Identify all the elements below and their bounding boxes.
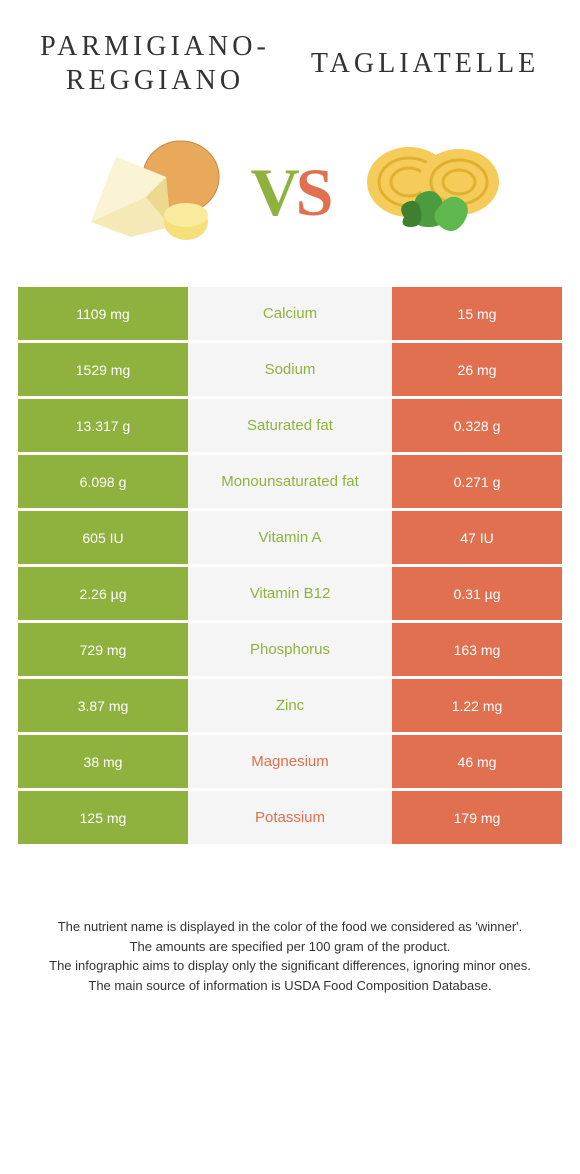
footnote-line: The amounts are specified per 100 gram o… [40, 937, 540, 957]
nutrient-label: Calcium [188, 287, 392, 340]
table-row: 1529 mgSodium26 mg [18, 343, 562, 399]
left-value: 1109 mg [18, 287, 188, 340]
right-value: 1.22 mg [392, 679, 562, 732]
right-value: 163 mg [392, 623, 562, 676]
left-food-title: Parmigiano-Reggiano [20, 30, 290, 97]
table-row: 6.098 gMonounsaturated fat0.271 g [18, 455, 562, 511]
footnote-line: The nutrient name is displayed in the co… [40, 917, 540, 937]
nutrient-label: Vitamin A [188, 511, 392, 564]
right-value: 0.271 g [392, 455, 562, 508]
left-value: 729 mg [18, 623, 188, 676]
vs-row: VS [0, 107, 580, 287]
footnote: The nutrient name is displayed in the co… [0, 847, 580, 1015]
left-value: 6.098 g [18, 455, 188, 508]
nutrient-label: Zinc [188, 679, 392, 732]
nutrient-label: Saturated fat [188, 399, 392, 452]
nutrient-label: Monounsaturated fat [188, 455, 392, 508]
left-value: 605 IU [18, 511, 188, 564]
table-row: 3.87 mgZinc1.22 mg [18, 679, 562, 735]
pasta-icon [349, 127, 509, 257]
table-row: 1109 mgCalcium15 mg [18, 287, 562, 343]
right-value: 46 mg [392, 735, 562, 788]
nutrient-label: Potassium [188, 791, 392, 844]
nutrient-label: Vitamin B12 [188, 567, 392, 620]
table-row: 125 mgPotassium179 mg [18, 791, 562, 847]
right-value: 47 IU [392, 511, 562, 564]
header: Parmigiano-Reggiano Tagliatelle [0, 0, 580, 107]
left-value: 2.26 µg [18, 567, 188, 620]
right-value: 0.328 g [392, 399, 562, 452]
right-value: 179 mg [392, 791, 562, 844]
vs-v: V [251, 154, 296, 230]
right-value: 26 mg [392, 343, 562, 396]
right-value: 15 mg [392, 287, 562, 340]
table-row: 13.317 gSaturated fat0.328 g [18, 399, 562, 455]
table-row: 729 mgPhosphorus163 mg [18, 623, 562, 679]
left-value: 38 mg [18, 735, 188, 788]
right-food-title: Tagliatelle [290, 47, 560, 81]
vs-label: VS [251, 153, 330, 232]
cheese-icon [71, 127, 231, 257]
table-row: 2.26 µgVitamin B120.31 µg [18, 567, 562, 623]
left-value: 3.87 mg [18, 679, 188, 732]
nutrient-label: Sodium [188, 343, 392, 396]
table-row: 605 IUVitamin A47 IU [18, 511, 562, 567]
table-row: 38 mgMagnesium46 mg [18, 735, 562, 791]
comparison-table: 1109 mgCalcium15 mg1529 mgSodium26 mg13.… [18, 287, 562, 847]
vs-s: S [296, 154, 330, 230]
nutrient-label: Phosphorus [188, 623, 392, 676]
nutrient-label: Magnesium [188, 735, 392, 788]
footnote-line: The main source of information is USDA F… [40, 976, 540, 996]
right-value: 0.31 µg [392, 567, 562, 620]
left-value: 125 mg [18, 791, 188, 844]
footnote-line: The infographic aims to display only the… [40, 956, 540, 976]
left-value: 1529 mg [18, 343, 188, 396]
left-value: 13.317 g [18, 399, 188, 452]
